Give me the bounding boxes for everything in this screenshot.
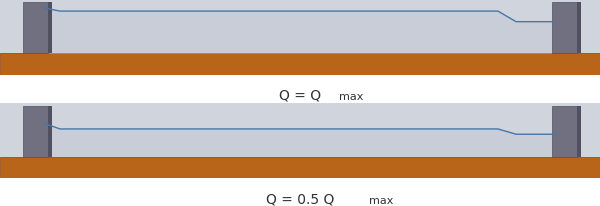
Text: Q = 0.5 Q: Q = 0.5 Q xyxy=(266,191,334,205)
Bar xyxy=(552,3,577,54)
Bar xyxy=(0,54,600,75)
Bar xyxy=(0,0,600,56)
Text: max: max xyxy=(369,195,394,205)
Bar xyxy=(48,106,52,157)
Bar xyxy=(552,106,577,157)
Bar xyxy=(577,3,581,54)
Text: max: max xyxy=(339,92,364,102)
Bar xyxy=(0,157,600,178)
Polygon shape xyxy=(45,9,555,54)
Text: Q = Q: Q = Q xyxy=(279,88,321,102)
Polygon shape xyxy=(45,124,555,157)
Bar xyxy=(48,3,52,54)
Bar xyxy=(23,3,48,54)
Bar xyxy=(23,106,48,157)
Bar xyxy=(577,106,581,157)
Bar xyxy=(0,103,600,159)
